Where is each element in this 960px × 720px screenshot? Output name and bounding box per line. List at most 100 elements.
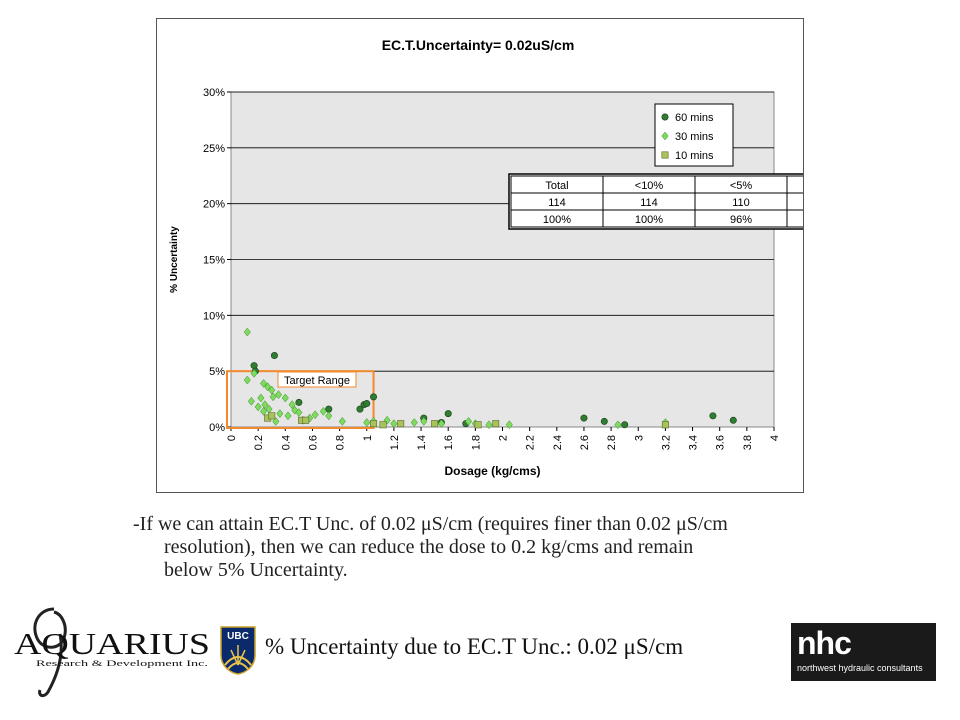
x-tick-label: 0.4 (280, 435, 292, 450)
chart-title: EC.T.Uncertainty= 0.02uS/cm (382, 37, 575, 53)
point-30-mins (363, 418, 371, 427)
x-tick-label: 2.6 (579, 435, 591, 450)
legend-label: 60 mins (675, 112, 714, 124)
point-30-mins (410, 418, 418, 427)
x-tick-label: 4 (769, 435, 781, 441)
point-30-mins (272, 417, 280, 426)
point-30-mins (247, 396, 255, 406)
point-10-mins (492, 420, 500, 428)
x-tick-label: 3.2 (660, 435, 672, 450)
nhc-tagline: northwest hydraulic consultants (797, 663, 923, 673)
point-30-mins (284, 411, 292, 421)
legend-marker (661, 113, 669, 121)
scatter-chart: EC.T.Uncertainty= 0.02uS/cm0%5%10%15%20%… (169, 37, 803, 478)
point-60-mins (444, 410, 452, 418)
x-tick-label: 3 (633, 435, 645, 441)
point-10-mins (302, 416, 310, 424)
x-tick-label: 2 (498, 435, 510, 441)
x-axis-label: Dosage (kg/cms) (444, 464, 540, 478)
target-range-label: Target Range (284, 375, 350, 387)
point-30-mins (260, 406, 268, 416)
point-30-mins (291, 405, 299, 415)
table-header: <10% (635, 180, 664, 192)
table-cell (786, 175, 803, 194)
point-10-mins (370, 420, 378, 428)
point-30-mins (338, 417, 346, 426)
x-tick-label: 1.6 (443, 435, 455, 450)
point-60-mins (270, 352, 278, 360)
point-30-mins (306, 413, 314, 423)
point-30-mins (465, 417, 473, 426)
table-value: 100% (543, 214, 571, 226)
point-30-mins (288, 400, 296, 410)
table-value: 114 (640, 197, 658, 209)
point-30-mins (260, 379, 268, 388)
point-30-mins (264, 382, 272, 392)
target-range-label-bg (277, 371, 357, 388)
x-tick-label: 0.6 (307, 435, 319, 450)
legend-marker (661, 131, 669, 141)
point-10-mins (661, 421, 669, 429)
point-10-mins (268, 412, 276, 420)
point-60-mins (580, 414, 588, 422)
point-30-mins (390, 419, 398, 429)
bullet-line-3: below 5% Uncertainty. (164, 559, 348, 581)
x-tick-label: 3.6 (715, 435, 727, 450)
nhc-logo-text: nhc (797, 625, 852, 661)
table-header: Total (545, 180, 568, 192)
point-10-mins (397, 420, 405, 428)
point-60-mins (709, 412, 717, 420)
point-10-mins (379, 421, 387, 429)
y-axis-label: % Uncertainty (169, 226, 180, 293)
x-tick-label: 1.2 (389, 435, 401, 450)
table-value: 110 (732, 197, 750, 209)
x-tick-label: 2.8 (606, 435, 618, 450)
point-30-mins (261, 400, 269, 410)
point-30-mins (319, 406, 327, 416)
point-30-mins (420, 417, 428, 426)
bullet-line-2: resolution), then we can reduce the dose… (164, 536, 694, 558)
x-tick-label: 0 (226, 435, 238, 441)
point-30-mins (485, 420, 493, 430)
bullet-text: -If we can attain EC.T Unc. of 0.02 μS/c… (133, 513, 933, 582)
point-30-mins (269, 392, 277, 402)
table-value: 114 (548, 197, 566, 209)
point-30-mins (311, 410, 319, 420)
y-tick-label: 10% (203, 310, 225, 322)
point-30-mins (274, 390, 283, 400)
point-60-mins (363, 400, 371, 408)
point-60-mins (729, 416, 737, 424)
y-tick-label: 20% (203, 199, 225, 211)
x-tick-label: 2.2 (525, 435, 537, 450)
y-tick-label: 30% (203, 87, 225, 99)
point-30-mins (325, 411, 333, 421)
point-10-mins (474, 421, 482, 429)
x-tick-label: 0.8 (335, 435, 347, 450)
footer-title: % Uncertainty due to EC.T Unc.: 0.02 μS/… (265, 634, 684, 659)
point-30-mins (254, 402, 262, 412)
legend-label: 10 mins (675, 150, 714, 162)
table-header: <5% (730, 180, 753, 192)
x-tick-label: 2.4 (552, 435, 564, 450)
bullet-line-1: -If we can attain EC.T Unc. of 0.02 μS/c… (133, 513, 728, 535)
ubc-logo-text: UBC (227, 631, 249, 642)
point-60-mins (356, 405, 364, 413)
point-30-mins (243, 327, 251, 337)
chart-frame: EC.T.Uncertainty= 0.02uS/cm 0% 5% 10% 15% 20%… (156, 18, 804, 493)
table-value: 96% (730, 214, 752, 226)
aquarius-tagline: Research & Development Inc. (36, 659, 208, 668)
point-30-mins (281, 393, 289, 403)
point-10-mins (431, 420, 439, 428)
legend-marker (661, 151, 669, 159)
aquarius-logo: AQUARIUS Research & Development Inc. (14, 607, 210, 698)
x-tick-label: 1.8 (470, 435, 482, 450)
x-tick-label: 1.4 (416, 435, 428, 450)
y-tick-label: 0% (209, 422, 225, 434)
aquarius-logo-text: AQUARIUS (14, 626, 210, 661)
x-tick-label: 3.8 (742, 435, 754, 450)
summary-table (508, 173, 803, 230)
y-tick-label: 15% (203, 255, 225, 267)
y-tick-label: 5% (209, 366, 225, 378)
point-30-mins (250, 368, 258, 378)
point-30-mins (614, 420, 622, 430)
